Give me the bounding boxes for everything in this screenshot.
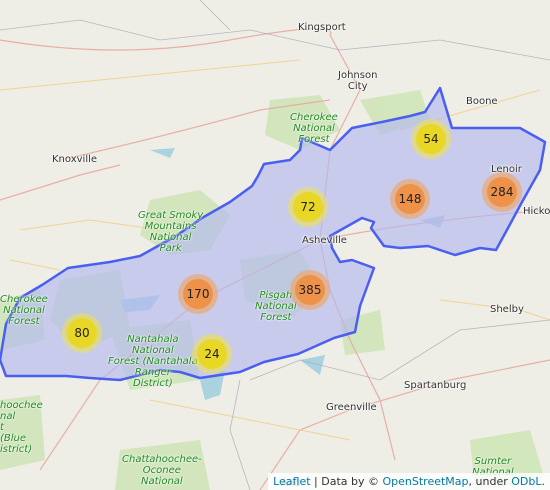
forest-label-cherokee-tn: Cherokee National Forest [290,112,338,145]
cluster-count: 80 [67,318,97,348]
place-knoxville: Knoxville [52,154,98,165]
cluster-marker[interactable]: 72 [288,187,328,227]
region-polygon [0,86,547,382]
place-johnson-city: Johnson City [338,70,378,92]
cluster-marker[interactable]: 54 [411,119,451,159]
cluster-marker[interactable]: 148 [390,179,430,219]
forest-label-chattahoochee-west: hoochee nal t (Blue istrict) [0,400,43,455]
leaflet-link[interactable]: Leaflet [273,475,311,488]
cluster-marker[interactable]: 385 [290,270,330,310]
attribution-text-3: . [541,475,546,488]
cluster-count: 54 [416,124,446,154]
place-greenville: Greenville [326,402,377,413]
place-asheville: Asheville [302,235,347,246]
place-boone: Boone [466,96,498,107]
place-lenoir: Lenoir [491,164,522,175]
cluster-count: 284 [487,177,517,207]
place-kingsport: Kingsport [298,22,346,33]
cluster-count: 72 [293,192,323,222]
forest-label-chattahoochee-oconee: Chattahoochee- Oconee National [122,454,202,487]
secondary-roads [0,59,550,441]
forest-label-great-smoky: Great Smoky Mountains National Park [138,210,204,254]
openstreetmap-link[interactable]: OpenStreetMap [382,475,469,488]
place-hickory: Hicko [523,206,550,217]
attribution-text-2: , under [468,475,512,488]
forest-label-cherokee-west: Cherokee National Forest [0,294,48,327]
forest-label-pisgah: Pisgah National Forest [255,290,297,323]
cluster-marker[interactable]: 170 [178,274,218,314]
place-shelby: Shelby [490,304,524,315]
cluster-count: 148 [395,184,425,214]
cluster-marker[interactable]: 80 [62,313,102,353]
place-spartanburg: Spartanburg [404,380,467,391]
map-attribution: Leaflet | Data by © OpenStreetMap, under… [268,473,550,490]
forest-label-sumter: Sumter National [472,456,514,478]
cluster-count: 170 [183,279,213,309]
forest-label-nantahala: Nantahala National Forest (Nantahala Ran… [108,334,198,389]
cluster-count: 24 [197,339,227,369]
cluster-marker[interactable]: 24 [192,334,232,374]
attribution-text-1: | Data by © [310,475,383,488]
odbl-link[interactable]: ODbL [511,475,542,488]
cluster-count: 385 [295,275,325,305]
cluster-marker[interactable]: 284 [482,172,522,212]
